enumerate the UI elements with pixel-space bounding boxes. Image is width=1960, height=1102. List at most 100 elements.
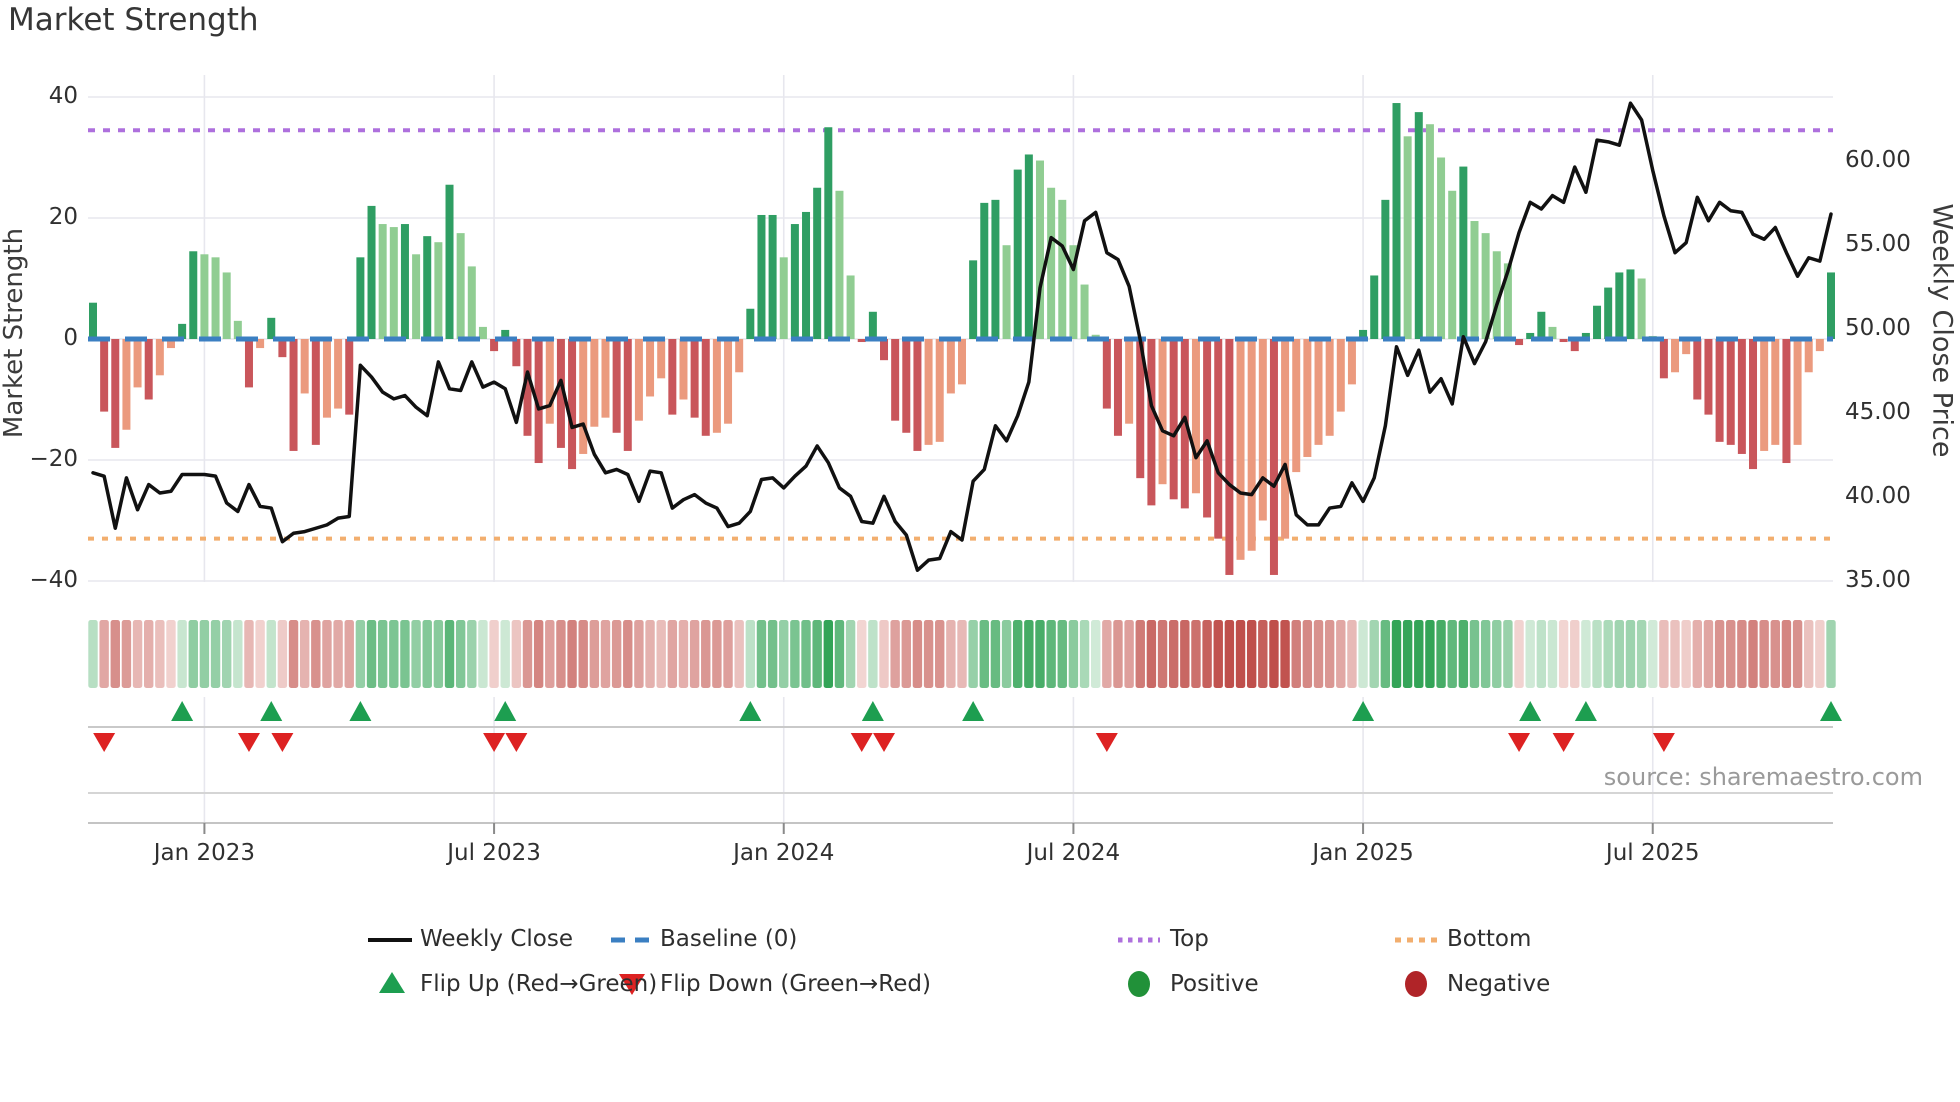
strength-bar-negative	[601, 339, 610, 418]
strength-bar-positive	[1615, 272, 1624, 339]
heatmap-cell	[1514, 620, 1524, 688]
strength-bar-negative	[534, 339, 543, 464]
heatmap-cell	[767, 620, 778, 688]
flip-down-marker	[1652, 733, 1675, 752]
heatmap-cell	[1826, 620, 1836, 688]
heatmap-cell	[645, 620, 655, 688]
legend-label-top: Top	[1170, 926, 1209, 952]
strength-bar-negative	[634, 339, 643, 421]
flip-down-marker	[1095, 733, 1118, 752]
heatmap-cell	[433, 620, 444, 688]
heatmap-cell	[556, 620, 566, 688]
strength-bar-negative	[490, 339, 499, 352]
strength-bar-positive	[445, 184, 454, 339]
strength-bar-positive	[846, 275, 855, 339]
heatmap-cell	[1302, 620, 1313, 688]
strength-bar-negative	[1515, 339, 1524, 346]
flip-down-marker	[1552, 733, 1575, 752]
strength-bar-positive	[1047, 187, 1056, 339]
legend-positive-icon	[1128, 971, 1150, 997]
strength-bar-positive	[178, 323, 187, 339]
flip-down-marker	[505, 733, 528, 752]
strength-bar-negative	[1760, 339, 1769, 451]
strength-bar-positive	[1058, 199, 1067, 339]
strength-bar-positive	[389, 227, 398, 339]
x-tick-label: Jul 2024	[1026, 840, 1121, 866]
heatmap-cell	[1090, 620, 1101, 688]
strength-bar-positive	[478, 326, 487, 339]
strength-bar-positive	[1470, 221, 1479, 339]
heatmap-cell	[1792, 620, 1803, 688]
heatmap-cell	[1614, 620, 1625, 688]
flip-down-marker	[237, 733, 260, 752]
strength-bar-negative	[1815, 339, 1824, 352]
heatmap-cell	[678, 620, 689, 688]
strength-bar-negative	[1292, 339, 1301, 473]
heatmap-cell	[455, 620, 466, 688]
heatmap-cell	[299, 620, 310, 688]
legend-label-bottom: Bottom	[1447, 926, 1532, 952]
heatmap-cell	[1024, 620, 1034, 688]
heatmap-cell	[1692, 620, 1703, 688]
heatmap-cell	[333, 620, 343, 688]
flip-up-marker	[494, 701, 517, 721]
strength-bar-positive	[757, 214, 766, 339]
heatmap-cell	[1001, 620, 1012, 688]
heatmap-cell	[1369, 620, 1379, 688]
strength-bar-positive	[189, 251, 198, 339]
heatmap-cell	[567, 620, 577, 688]
heatmap-cell	[923, 620, 934, 688]
heatmap-cell	[233, 620, 243, 688]
heatmap-cell	[377, 620, 388, 688]
heatmap-cell	[1447, 620, 1457, 688]
heatmap-cell	[500, 620, 510, 688]
strength-bar-positive	[790, 224, 799, 339]
heatmap-cell	[1046, 620, 1056, 688]
strength-bar-negative	[679, 339, 688, 400]
heatmap-cell	[623, 620, 633, 688]
flip-up-marker	[260, 701, 283, 721]
x-tick-label: Jul 2023	[447, 840, 541, 866]
strength-bar-negative	[946, 339, 955, 394]
strength-bar-positive	[1581, 332, 1590, 339]
heatmap-cell	[1737, 620, 1747, 688]
heatmap-cell	[1258, 620, 1268, 688]
heatmap-cell	[1525, 620, 1535, 688]
flip-up-marker	[349, 701, 372, 721]
heatmap-cell	[1313, 620, 1324, 688]
strength-bar-positive	[1503, 263, 1512, 339]
heatmap-cell	[1469, 620, 1480, 688]
heatmap-cell	[1402, 620, 1413, 688]
strength-bar-positive	[267, 317, 276, 339]
heatmap-cell	[411, 620, 421, 688]
strength-bar-positive	[868, 311, 877, 339]
x-tick-label: Jan 2024	[733, 840, 835, 866]
strength-bar-positive	[1593, 305, 1602, 339]
strength-bar-negative	[1169, 339, 1178, 500]
strength-bar-negative	[579, 339, 588, 454]
heatmap-cell	[1336, 620, 1346, 688]
strength-bar-positive	[991, 199, 1000, 339]
heatmap-cell	[901, 620, 911, 688]
strength-bar-negative	[1804, 339, 1813, 373]
heatmap-cell	[1603, 620, 1613, 688]
strength-bar-positive	[779, 257, 788, 339]
y-left-tick-label: −20	[29, 446, 78, 472]
heatmap-cell	[946, 620, 956, 688]
strength-bar-positive	[1035, 160, 1044, 339]
strength-bar-negative	[1247, 339, 1256, 551]
strength-bar-positive	[1069, 245, 1078, 339]
strength-bar-negative	[1269, 339, 1278, 575]
strength-bar-positive	[1637, 278, 1646, 339]
heatmap-cell	[1102, 620, 1112, 688]
strength-bar-negative	[913, 339, 922, 451]
heatmap-cell	[88, 620, 98, 688]
strength-bar-negative	[1191, 339, 1200, 494]
heatmap-cell	[1581, 620, 1591, 688]
strength-bar-positive	[1425, 124, 1434, 339]
strength-bar-positive	[1381, 199, 1390, 339]
strength-bar-positive	[467, 266, 476, 339]
heatmap-cell	[311, 620, 321, 688]
heatmap-cell	[132, 620, 143, 688]
strength-bar-negative	[322, 339, 331, 418]
